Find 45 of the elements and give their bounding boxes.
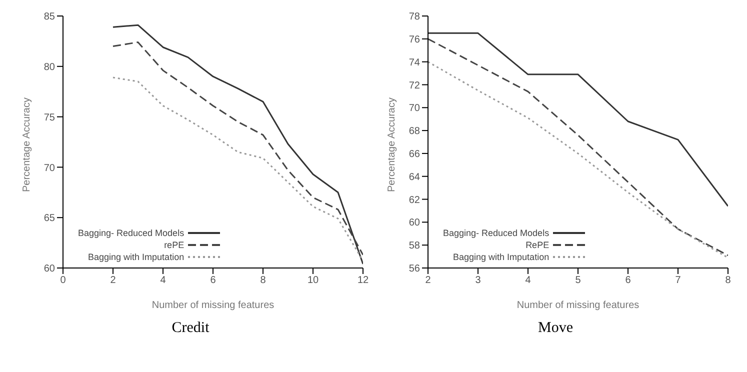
x-tick-label: 4 <box>525 275 532 286</box>
legend-label: Bagging- Reduced Models <box>443 228 550 238</box>
y-tick-label: 74 <box>408 57 420 68</box>
y-tick-label: 62 <box>408 194 420 206</box>
y-tick-label: 80 <box>44 62 56 73</box>
x-tick-label: 5 <box>575 275 582 286</box>
x-tick-label: 4 <box>160 275 166 286</box>
text: Credit <box>170 320 210 337</box>
x-tick-label: 0 <box>60 275 66 286</box>
x-axis-title: Number of missing features <box>516 300 640 311</box>
y-tick-label: 85 <box>44 12 56 23</box>
legend-label: Bagging with Imputation <box>88 252 184 262</box>
x-tick-label: 7 <box>675 275 682 286</box>
y-tick-label: 65 <box>44 213 56 224</box>
x-tick-label: 8 <box>725 275 732 286</box>
y-tick-label: 70 <box>44 162 56 174</box>
y-tick-label: 64 <box>408 172 420 183</box>
x-tick-label: 6 <box>210 275 216 286</box>
legend-label: Bagging with Imputation <box>453 252 550 262</box>
x-tick-label: 6 <box>625 275 632 286</box>
x-tick-label: 10 <box>307 275 319 286</box>
legend-label: RePE <box>526 240 550 250</box>
y-tick-label: 56 <box>408 264 420 275</box>
y-tick-label: 75 <box>44 112 56 124</box>
y-tick-label: 78 <box>408 12 420 23</box>
y-tick-label: 68 <box>408 126 420 138</box>
x-tick-label: 12 <box>357 275 369 286</box>
legend-label: rePE <box>164 240 184 250</box>
legend-label: Bagging- Reduced Models <box>78 228 184 238</box>
x-tick-label: 2 <box>110 275 116 286</box>
y-tick-label: 70 <box>408 103 420 114</box>
y-axis-title: Percentage Accuracy <box>22 98 33 192</box>
y-tick-label: 60 <box>408 218 420 229</box>
y-tick-label: 72 <box>408 80 420 92</box>
y-tick-label: 58 <box>408 240 420 252</box>
y-tick-label: 66 <box>408 149 420 160</box>
line-series <box>428 32 728 207</box>
x-tick-label: 3 <box>475 275 482 286</box>
x-tick-label: 2 <box>425 275 432 286</box>
x-tick-label: 8 <box>260 275 266 286</box>
y-tick-label: 60 <box>44 264 56 275</box>
text: Move <box>537 320 574 337</box>
y-axis-title: Percentage Accuracy <box>386 98 398 192</box>
y-tick-label: 76 <box>408 34 420 46</box>
x-axis-title: Number of missing features <box>152 300 274 311</box>
